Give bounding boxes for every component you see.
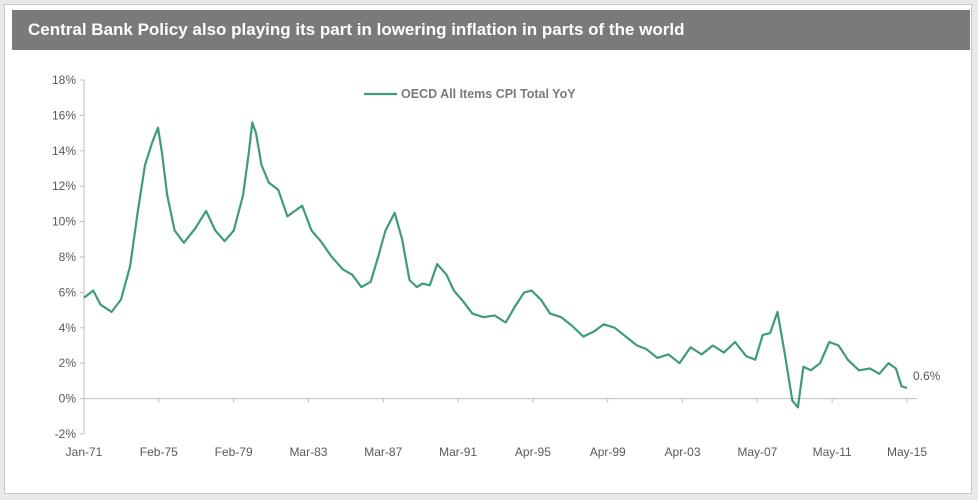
x-tick-label: Jan-71 — [66, 445, 103, 459]
legend: OECD All Items CPI Total YoY — [364, 87, 576, 101]
chart-area: -2% 0% 2% 4% 6% 8% 10% 12% 14% 16% 18% Jan-71 Feb-7… — [12, 58, 968, 486]
y-tick-label: 18% — [52, 73, 76, 87]
y-tick-label: 0% — [59, 392, 77, 406]
y-tick-label: 8% — [59, 250, 77, 264]
y-tick-label: 2% — [59, 356, 77, 370]
plot-area: 0.6% — [83, 80, 941, 434]
y-tick-label: 14% — [52, 144, 76, 158]
chart-title: Central Bank Policy also playing its par… — [28, 20, 685, 39]
x-axis: Jan-71 Feb-75 Feb-79 Mar-83 Mar-87 Mar-91 Apr-… — [66, 398, 927, 459]
y-tick-label: 16% — [52, 108, 76, 122]
x-tick-label: Feb-75 — [140, 445, 178, 459]
legend-label: OECD All Items CPI Total YoY — [401, 87, 576, 101]
y-tick-label: 6% — [59, 285, 77, 299]
series-line-oecd-cpi — [83, 121, 908, 409]
chart-title-bar: Central Bank Policy also playing its par… — [12, 10, 970, 50]
y-tick-label: -2% — [55, 427, 77, 441]
x-tick-label: Apr-99 — [590, 445, 626, 459]
y-tick-label: 12% — [52, 179, 76, 193]
end-value-annotation: 0.6% — [913, 369, 941, 383]
x-tick-label: Feb-79 — [215, 445, 253, 459]
x-tick-label: Apr-03 — [665, 445, 701, 459]
x-tick-label: Mar-83 — [289, 445, 327, 459]
x-tick-label: Apr-95 — [515, 445, 551, 459]
y-tick-label: 4% — [59, 321, 77, 335]
x-tick-label: Mar-87 — [364, 445, 402, 459]
x-tick-label: May-15 — [887, 445, 927, 459]
line-chart: -2% 0% 2% 4% 6% 8% 10% 12% 14% 16% 18% Jan-71 Feb-7… — [52, 73, 941, 459]
x-tick-label: May-11 — [813, 445, 852, 459]
y-axis: -2% 0% 2% 4% 6% 8% 10% 12% 14% 16% 18% — [52, 73, 84, 441]
y-tick-label: 10% — [52, 215, 76, 229]
x-tick-label: May-07 — [737, 445, 777, 459]
x-tick-label: Mar-91 — [439, 445, 477, 459]
chart-frame — [4, 4, 972, 494]
